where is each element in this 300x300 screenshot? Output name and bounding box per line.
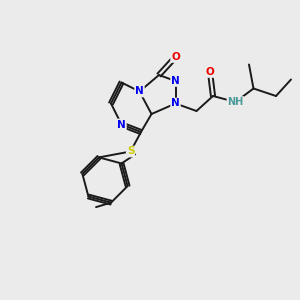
- Text: S: S: [127, 146, 134, 157]
- Text: N: N: [117, 119, 126, 130]
- Text: O: O: [206, 67, 214, 77]
- Text: N: N: [171, 98, 180, 109]
- Text: NH: NH: [227, 97, 244, 107]
- Text: N: N: [135, 86, 144, 97]
- Text: N: N: [171, 76, 180, 86]
- Text: O: O: [171, 52, 180, 62]
